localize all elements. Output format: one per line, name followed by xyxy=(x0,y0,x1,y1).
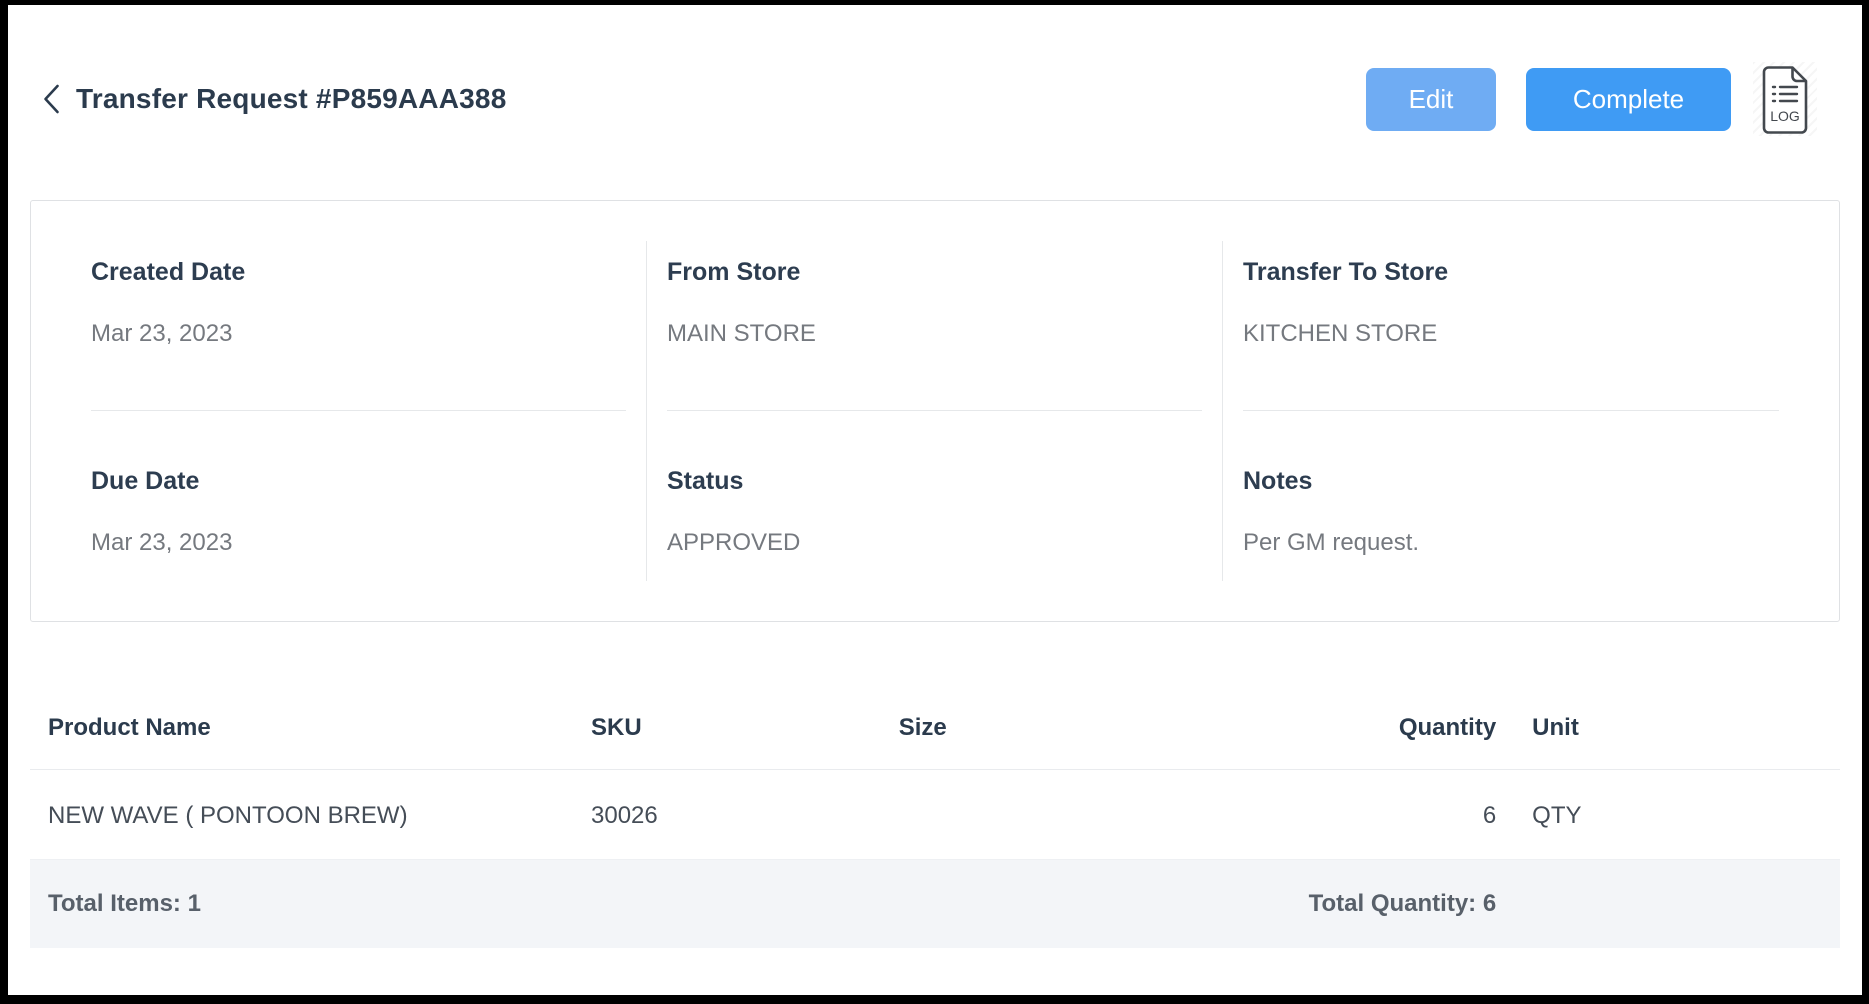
unit-cell: QTY xyxy=(1514,769,1840,860)
column-header-product-name: Product Name xyxy=(30,692,573,770)
transfer-request-page: Transfer Request #P859AAA388 Edit Comple… xyxy=(8,5,1862,995)
sku-cell: 30026 xyxy=(573,769,881,860)
details-column-1: Created Date Mar 23, 2023 Due Date Mar 2… xyxy=(71,241,647,581)
table-row: NEW WAVE ( PONTOON BREW) 30026 6 QTY xyxy=(30,769,1840,860)
items-table-section: Product Name SKU Size Quantity Unit NEW … xyxy=(30,692,1840,948)
chevron-left-icon xyxy=(42,84,61,114)
notes-value: Per GM request. xyxy=(1243,529,1420,556)
page-header: Transfer Request #P859AAA388 Edit Comple… xyxy=(8,5,1862,169)
details-grid: Created Date Mar 23, 2023 Due Date Mar 2… xyxy=(71,241,1799,581)
back-button[interactable] xyxy=(40,82,63,116)
column-header-size: Size xyxy=(880,692,1189,770)
header-actions: Edit Complete LOG xyxy=(1366,62,1817,136)
detail-notes: Notes Per GM request. xyxy=(1243,411,1779,581)
detail-status: Status APPROVED xyxy=(667,411,1202,581)
detail-created-date: Created Date Mar 23, 2023 xyxy=(91,241,626,411)
footer-spacer xyxy=(1514,859,1840,948)
product-name-cell: NEW WAVE ( PONTOON BREW) xyxy=(30,769,573,860)
detail-value: Mar 23, 2023 xyxy=(91,529,233,556)
table-header-row: Product Name SKU Size Quantity Unit xyxy=(30,692,1840,770)
column-header-sku: SKU xyxy=(573,692,881,770)
column-header-quantity: Quantity xyxy=(1188,692,1515,770)
detail-label: Transfer To Store xyxy=(1243,258,1449,286)
detail-label: Notes xyxy=(1243,467,1313,495)
complete-button[interactable]: Complete xyxy=(1526,67,1731,131)
log-file-icon: LOG xyxy=(1756,64,1814,134)
detail-transfer-to-store: Transfer To Store KITCHEN STORE xyxy=(1243,241,1779,411)
detail-label: From Store xyxy=(667,258,801,286)
page-title: Transfer Request #P859AAA388 xyxy=(76,83,507,114)
items-table: Product Name SKU Size Quantity Unit NEW … xyxy=(30,692,1840,948)
quantity-cell: 6 xyxy=(1188,769,1515,860)
footer-spacer xyxy=(880,859,1189,948)
detail-label: Due Date xyxy=(91,467,200,495)
size-cell xyxy=(880,769,1189,860)
total-quantity-label: Total Quantity: 6 xyxy=(1188,859,1515,948)
title-group: Transfer Request #P859AAA388 xyxy=(40,82,1366,116)
detail-from-store: From Store MAIN STORE xyxy=(667,241,1202,411)
detail-value: Mar 23, 2023 xyxy=(91,320,233,347)
status-value: APPROVED xyxy=(667,529,801,556)
table-footer-row: Total Items: 1 Total Quantity: 6 xyxy=(30,859,1840,948)
total-items-label: Total Items: 1 xyxy=(30,859,573,948)
detail-value: KITCHEN STORE xyxy=(1243,320,1438,347)
footer-spacer xyxy=(573,859,881,948)
detail-label: Created Date xyxy=(91,258,246,286)
details-card: Created Date Mar 23, 2023 Due Date Mar 2… xyxy=(30,200,1840,622)
detail-label: Status xyxy=(667,467,744,495)
detail-due-date: Due Date Mar 23, 2023 xyxy=(91,411,626,581)
log-button[interactable]: LOG xyxy=(1753,62,1817,136)
column-header-unit: Unit xyxy=(1514,692,1840,770)
svg-text:LOG: LOG xyxy=(1770,108,1800,124)
details-column-2: From Store MAIN STORE Status APPROVED xyxy=(647,241,1223,581)
detail-value: MAIN STORE xyxy=(667,320,816,347)
details-column-3: Transfer To Store KITCHEN STORE Notes Pe… xyxy=(1223,241,1799,581)
edit-button[interactable]: Edit xyxy=(1366,67,1496,131)
